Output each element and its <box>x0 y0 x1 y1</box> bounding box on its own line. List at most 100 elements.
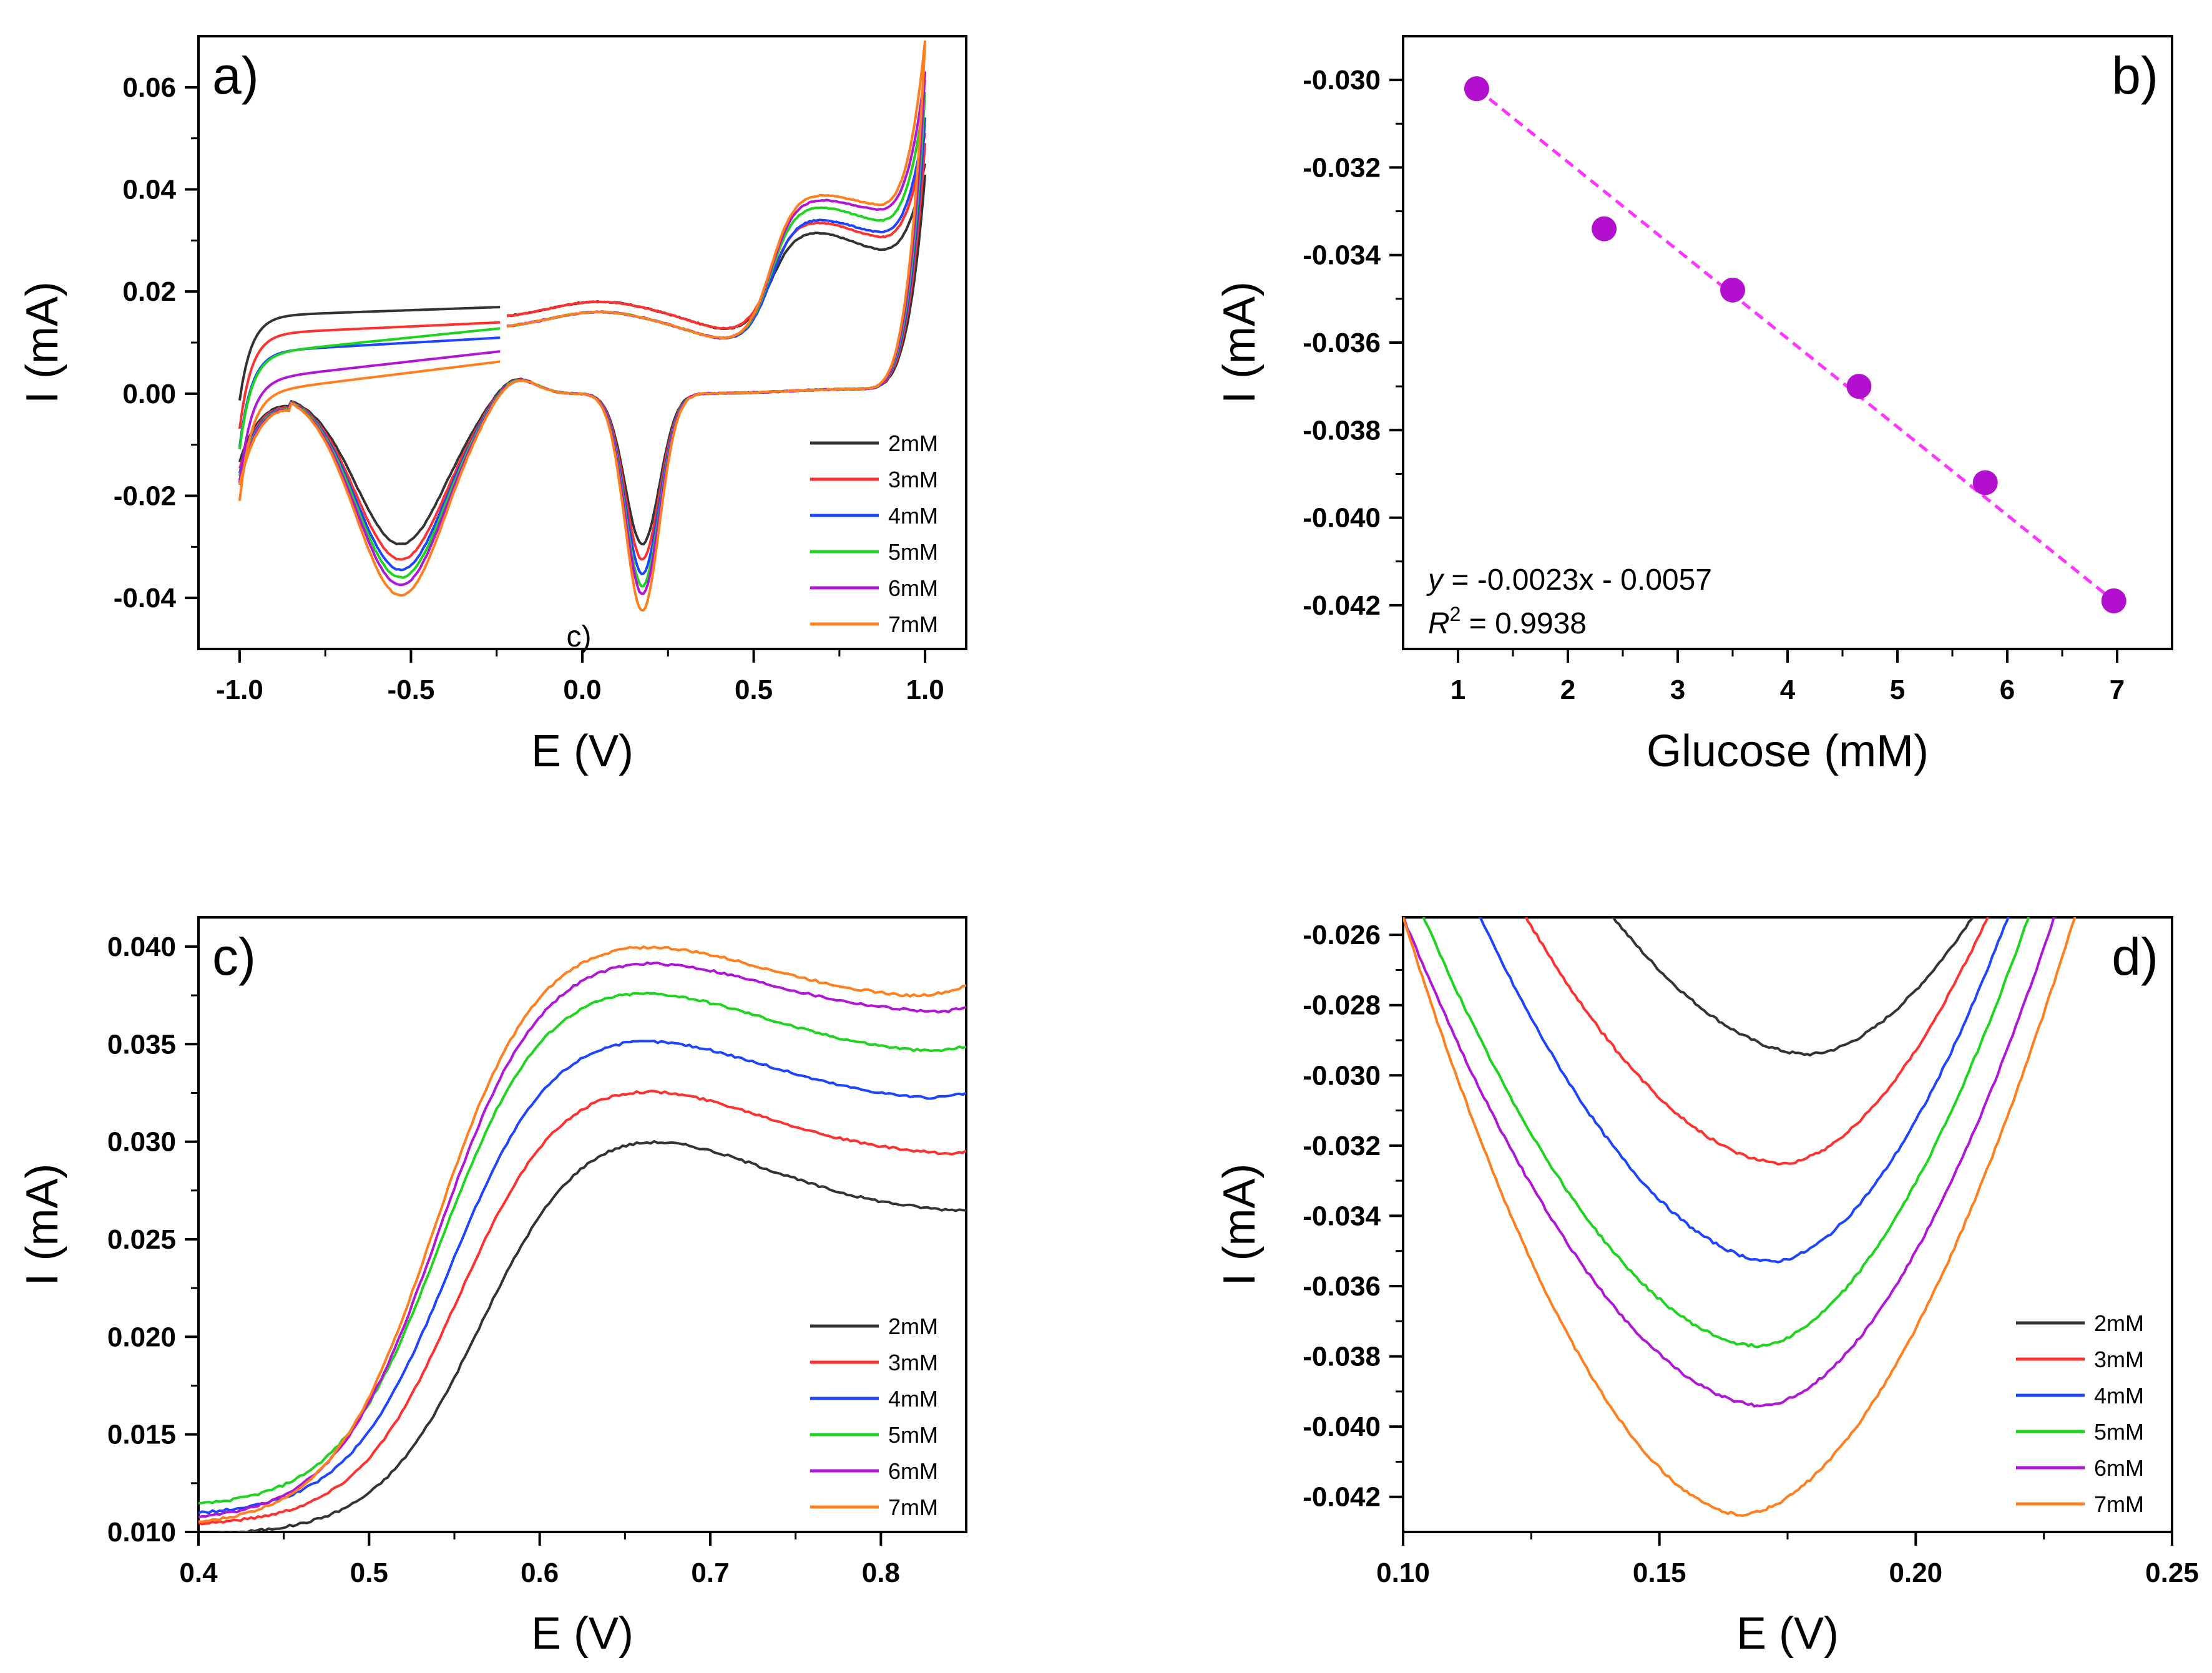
legend-entry-4mM: 4mM <box>888 503 938 529</box>
eq-body: = -0.0023x - 0.0057 <box>1443 563 1712 597</box>
x-axis-label: E (V) <box>531 726 634 776</box>
data-point <box>1846 374 1872 399</box>
y-tick-label: 0.040 <box>107 932 176 962</box>
fit-r-squared: R2 = 0.9938 <box>1428 603 1587 640</box>
y-tick-label: -0.028 <box>1303 990 1381 1021</box>
cv-series-7mM <box>238 40 927 612</box>
legend-entry-5mM: 5mM <box>2094 1419 2144 1445</box>
y-tick-label: 0.035 <box>107 1029 176 1060</box>
data-point <box>1592 216 1617 241</box>
x-tick-label: 0.20 <box>1889 1558 1943 1588</box>
y-tick-label: -0.036 <box>1303 1271 1381 1302</box>
eq-r-value: = 0.9938 <box>1461 607 1587 640</box>
data-point <box>1972 470 1998 495</box>
x-tick-label: 0.7 <box>691 1558 729 1588</box>
x-tick-label: 6 <box>2000 675 2015 705</box>
x-tick-label: 2 <box>1560 675 1575 705</box>
y-tick-label: 0.025 <box>107 1224 176 1255</box>
y-tick-label: -0.036 <box>1303 328 1381 358</box>
y-tick-label: -0.030 <box>1303 65 1381 95</box>
y-tick-label: 0.020 <box>107 1322 176 1352</box>
x-tick-label: 0.5 <box>735 675 773 705</box>
x-tick-label: 4 <box>1780 675 1796 705</box>
fit-equation: y = -0.0023x - 0.0057 <box>1426 563 1712 597</box>
x-tick-label: 0.15 <box>1633 1558 1686 1588</box>
panel-label: c) <box>212 927 256 986</box>
y-tick-label: 0.015 <box>107 1420 176 1450</box>
legend-entry-2mM: 2mM <box>888 431 938 456</box>
zoom-series-4mM <box>1479 917 2010 1264</box>
legend-entry-2mM: 2mM <box>888 1314 938 1339</box>
eq-r-superscript: 2 <box>1450 603 1461 625</box>
y-tick-label: -0.042 <box>1303 1482 1381 1513</box>
x-tick-label: 5 <box>1890 675 1905 705</box>
cv-curves <box>238 40 927 612</box>
y-tick-label: 0.00 <box>122 379 176 409</box>
zoom-series-2mM <box>1611 917 1975 1057</box>
y-axis-label: I (mA) <box>1215 281 1265 404</box>
legend-entry-7mM: 7mM <box>888 1495 938 1520</box>
fit-line <box>1475 87 2115 602</box>
zoom-series-5mM <box>1422 917 2030 1349</box>
y-tick-label: 0.02 <box>122 276 176 307</box>
legend-entry-2mM: 2mM <box>2094 1310 2144 1336</box>
plot-frame <box>197 916 967 1533</box>
zoom-curves <box>198 945 966 1532</box>
legend-entry-5mM: 5mM <box>888 1422 938 1448</box>
zoom-series-4mM <box>198 1040 966 1514</box>
legend-entry-6mM: 6mM <box>2094 1455 2144 1481</box>
legend-entry-6mM: 6mM <box>888 1458 938 1484</box>
zoom-series-2mM <box>204 1139 966 1532</box>
x-tick-label: 1 <box>1451 675 1466 705</box>
x-tick-label: -1.0 <box>216 675 263 705</box>
eq-r-symbol: R <box>1428 607 1450 640</box>
y-tick-label: -0.034 <box>1303 1201 1381 1231</box>
y-tick-label: 0.030 <box>107 1127 176 1158</box>
y-tick-label: -0.040 <box>1303 1412 1381 1442</box>
x-tick-label: 0.0 <box>563 675 601 705</box>
x-tick-label: 0.5 <box>350 1558 388 1588</box>
y-axis-label: I (mA) <box>17 281 67 404</box>
legend-entry-7mM: 7mM <box>888 612 938 637</box>
y-tick-label: 0.06 <box>122 72 176 103</box>
zoom-curves <box>1403 917 2077 1517</box>
legend-entry-6mM: 6mM <box>888 575 938 601</box>
y-tick-label: 0.04 <box>122 175 176 205</box>
x-axis-label: E (V) <box>1736 1609 1839 1659</box>
y-tick-label: 0.010 <box>107 1517 176 1548</box>
stray-label: c) <box>567 620 592 653</box>
legend-entry-4mM: 4mM <box>888 1386 938 1412</box>
x-axis-label: E (V) <box>531 1609 634 1659</box>
x-tick-label: 0.25 <box>2145 1558 2199 1588</box>
y-tick-label: -0.026 <box>1303 920 1381 950</box>
y-axis-label: I (mA) <box>17 1164 67 1286</box>
y-axis-label: I (mA) <box>1215 1164 1265 1286</box>
eq-y-symbol: y <box>1426 563 1445 597</box>
legend-entry-3mM: 3mM <box>2094 1347 2144 1372</box>
x-axis-label: Glucose (mM) <box>1647 726 1929 776</box>
legend-entry-3mM: 3mM <box>888 467 938 492</box>
legend-entry-4mM: 4mM <box>2094 1383 2144 1408</box>
y-tick-label: -0.032 <box>1303 152 1381 183</box>
panel-d: 0.10 0.15 0.20 0.25 -0.042 -0.040 -0.038 -0.036… <box>1215 916 2199 1659</box>
y-tick-label: -0.042 <box>1303 590 1381 621</box>
panel-a: -1.0 -0.5 0.0 0.5 1.0 -0.04 -0.02 0.00 0.02 0.04 0… <box>17 35 967 776</box>
panel-b: 1 2 3 4 5 6 7 -0.042 -0.040 -0.038 -0.036 -0.034 -0.… <box>1215 35 2173 776</box>
zoom-series-7mM <box>198 945 966 1523</box>
x-tick-label: 0.8 <box>862 1558 900 1588</box>
y-tick-label: -0.038 <box>1303 1342 1381 1372</box>
zoom-series-7mM <box>1403 917 2077 1517</box>
x-tick-label: 1.0 <box>906 675 944 705</box>
panel-label: d) <box>2112 927 2158 986</box>
zoom-series-6mM <box>1403 917 2055 1408</box>
y-tick-label: -0.032 <box>1303 1131 1381 1161</box>
y-tick-label: -0.038 <box>1303 415 1381 446</box>
x-tick-label: -0.5 <box>388 675 435 705</box>
zoom-series-3mM <box>198 1090 966 1526</box>
data-point <box>2101 588 2126 613</box>
panel-c: 0.4 0.5 0.6 0.7 0.8 0.010 0.015 0.020 0.025 0.030… <box>17 916 967 1659</box>
y-tick-label: -0.034 <box>1303 240 1381 271</box>
data-point <box>1464 76 1489 102</box>
y-tick-label: -0.02 <box>114 481 176 512</box>
